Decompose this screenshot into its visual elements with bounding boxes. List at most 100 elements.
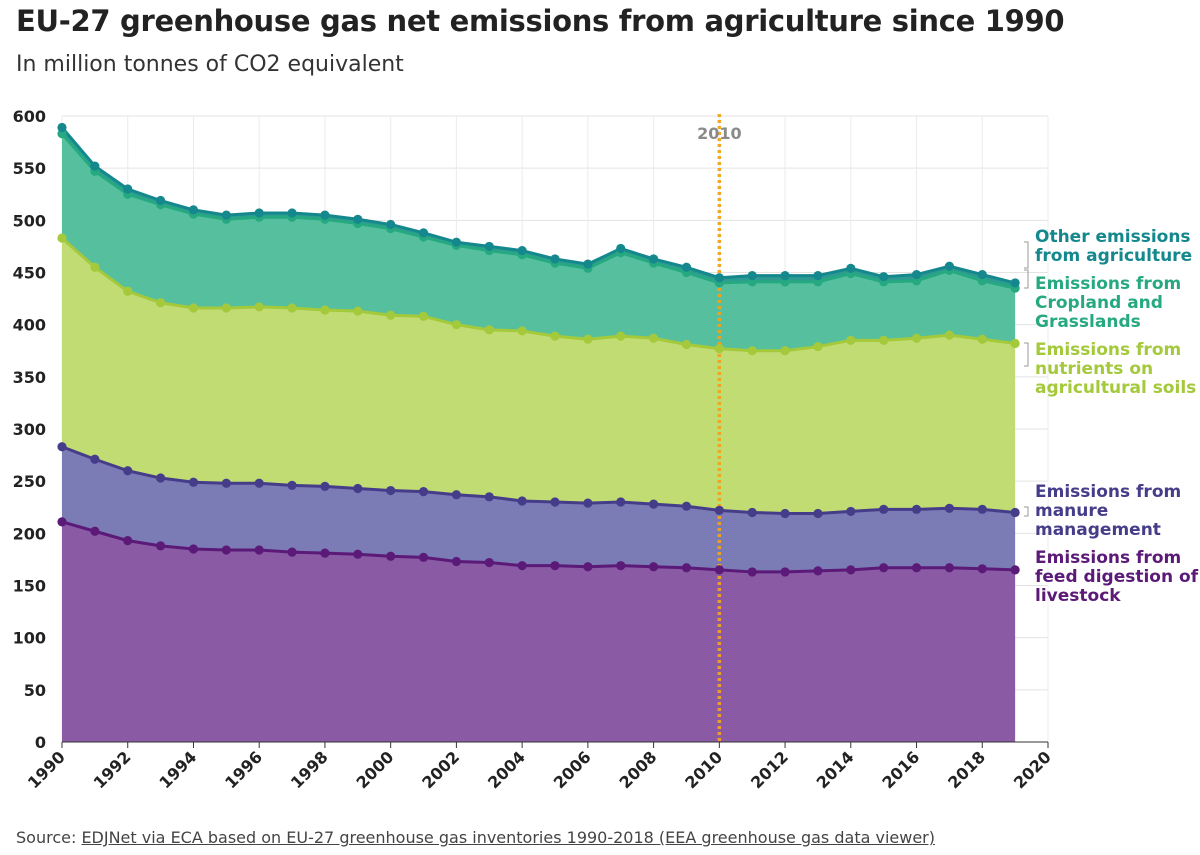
data-point	[813, 271, 823, 281]
series-label-line: nutrients on	[1035, 359, 1153, 379]
data-point	[714, 273, 724, 283]
data-point	[649, 254, 659, 264]
data-point	[123, 536, 133, 546]
area-2	[62, 446, 1016, 572]
data-point	[451, 556, 461, 567]
x-tick-label: 2012	[747, 747, 792, 792]
data-point	[221, 210, 231, 220]
data-point	[254, 208, 264, 218]
series-label-line: livestock	[1035, 586, 1121, 606]
data-point	[123, 184, 133, 194]
x-tick-label: 2014	[813, 747, 858, 792]
data-point	[616, 331, 626, 341]
data-point	[287, 208, 297, 218]
data-point	[320, 548, 330, 558]
data-point	[911, 333, 922, 343]
series-label-line: Emissions from	[1035, 482, 1181, 502]
data-point	[156, 541, 166, 551]
data-point	[681, 339, 692, 350]
data-point	[681, 563, 692, 573]
data-point	[57, 233, 67, 243]
data-point	[616, 561, 626, 571]
x-tick-label: 2000	[353, 747, 398, 792]
data-point	[353, 549, 363, 559]
chart-title: EU-27 greenhouse gas net emissions from …	[16, 4, 1065, 38]
data-point	[386, 219, 396, 230]
data-point	[484, 325, 494, 335]
data-point	[386, 310, 396, 320]
data-point	[517, 326, 527, 336]
data-point	[649, 333, 659, 343]
data-point	[451, 490, 461, 500]
data-point	[254, 302, 264, 312]
data-point	[484, 557, 494, 568]
data-point	[714, 565, 724, 575]
data-point	[583, 334, 593, 344]
data-point	[287, 480, 297, 490]
data-point	[747, 271, 757, 281]
data-point	[90, 454, 100, 464]
data-point	[287, 303, 297, 313]
data-point	[879, 272, 889, 282]
x-tick-label: 1990	[24, 747, 69, 792]
x-tick-label: 1994	[155, 747, 200, 792]
y-tick-label: 500	[13, 211, 46, 230]
data-point	[649, 562, 659, 572]
y-tick-label: 200	[13, 524, 46, 543]
series-label-line: management	[1035, 520, 1161, 540]
data-point	[1010, 565, 1020, 575]
data-point	[977, 269, 987, 280]
data-point	[780, 508, 790, 519]
data-point	[616, 497, 626, 507]
data-point	[649, 499, 659, 509]
data-point	[517, 561, 527, 571]
y-tick-label: 0	[35, 733, 46, 752]
data-point	[418, 487, 429, 497]
data-point	[583, 498, 593, 508]
data-point	[418, 311, 429, 321]
data-point	[320, 481, 330, 491]
source-link[interactable]: EDJNet via ECA based on EU-27 greenhouse…	[81, 828, 935, 847]
data-point	[583, 259, 593, 269]
data-point	[977, 564, 987, 574]
data-point	[714, 505, 724, 515]
data-point	[221, 303, 231, 313]
annotation-label: 2010	[697, 124, 742, 143]
x-tick-label: 1998	[287, 747, 332, 792]
data-point	[188, 477, 199, 487]
y-tick-label: 250	[13, 472, 46, 491]
data-point	[747, 346, 757, 356]
data-point	[353, 306, 363, 316]
data-point	[550, 331, 560, 341]
data-point	[57, 517, 67, 527]
data-point	[714, 344, 724, 354]
y-tick-label: 100	[13, 629, 46, 648]
y-tick-label: 150	[13, 577, 46, 596]
x-tick-label: 2018	[944, 747, 989, 792]
data-point	[846, 565, 856, 575]
source-prefix: Source:	[16, 828, 82, 847]
label-bracket	[1024, 241, 1029, 269]
data-point	[451, 237, 461, 247]
data-point	[188, 205, 199, 215]
data-point	[123, 286, 133, 296]
data-point	[977, 334, 987, 344]
data-point	[517, 496, 527, 506]
data-point	[813, 566, 823, 576]
data-point	[681, 501, 692, 511]
y-tick-label: 550	[13, 159, 46, 178]
data-point	[90, 262, 100, 272]
x-tick-label: 2020	[1010, 747, 1055, 792]
data-point	[879, 504, 889, 514]
x-tick-label: 2010	[681, 747, 726, 792]
chart-subtitle: In million tonnes of CO2 equivalent	[16, 52, 404, 77]
series-label-line: feed digestion of	[1035, 567, 1199, 587]
data-point	[287, 547, 297, 557]
data-point	[320, 305, 330, 315]
data-point	[944, 503, 955, 513]
data-point	[188, 303, 199, 313]
